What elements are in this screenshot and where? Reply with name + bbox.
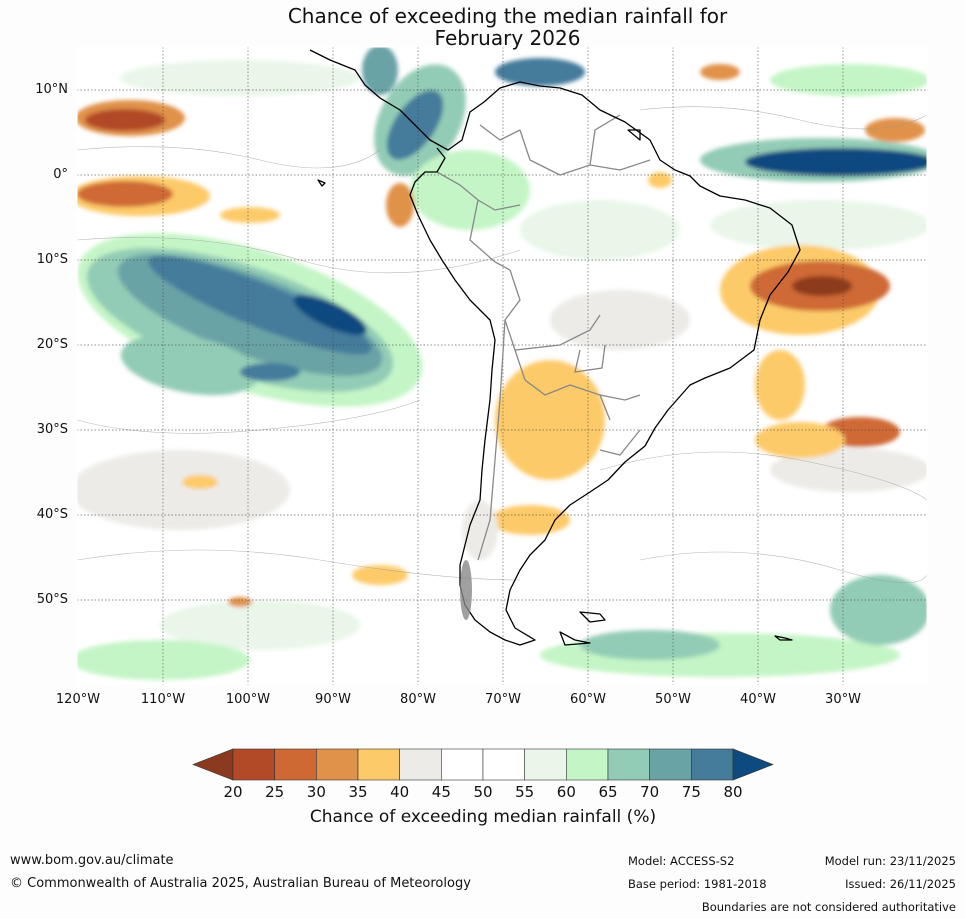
colorbar-bin: [566, 748, 609, 781]
lon-label-120w: 120°W: [55, 692, 101, 707]
colorbar-tick-label: 65: [598, 783, 618, 801]
colorbar-bin: [607, 748, 650, 781]
lon-label-70w: 70°W: [485, 692, 521, 707]
country-borders: [436, 114, 651, 561]
colorbar-tick-label: 55: [515, 783, 535, 801]
colorbar-bin: [441, 748, 484, 781]
model-run: Model run: 23/11/2025: [824, 854, 956, 868]
model-name: Model: ACCESS-S2: [628, 854, 735, 868]
map-title-line2: February 2026: [434, 26, 581, 50]
colorbar-bin: [357, 748, 400, 781]
colorbar-tick-label: 40: [390, 783, 410, 801]
colorbar-tick-label: 60: [556, 783, 576, 801]
colorbar-tick-label: 70: [640, 783, 660, 801]
lat-label-0: 0°: [53, 167, 68, 182]
colorbar-tick-label: 20: [223, 783, 243, 801]
lon-label-110w: 110°W: [140, 692, 186, 707]
colorbar-bin: [524, 748, 567, 781]
colorbar-bin: [399, 748, 442, 781]
colorbar-tick-label: 80: [723, 783, 743, 801]
lat-label-20s: 20°S: [36, 337, 68, 352]
lat-label-10s: 10°S: [36, 252, 68, 267]
chile-fjords: [460, 560, 472, 620]
lon-label-90w: 90°W: [315, 692, 351, 707]
colorbar-bin: [232, 748, 275, 781]
probability-shading: [77, 47, 927, 680]
lon-label-60w: 60°W: [570, 692, 606, 707]
colorbar-bin: [316, 748, 359, 781]
boundary-disclaimer: Boundaries are not considered authoritat…: [701, 900, 956, 914]
lat-label-40s: 40°S: [36, 507, 68, 522]
colorbar-tick-label: 30: [306, 783, 326, 801]
colorbar-tick-label: 75: [681, 783, 701, 801]
lon-label-50w: 50°W: [655, 692, 691, 707]
colorbar-bin: [482, 748, 525, 781]
coastline: [309, 49, 801, 646]
colorbar-tick-label: 25: [265, 783, 285, 801]
lat-label-10n: 10°N: [35, 82, 68, 97]
website-link[interactable]: www.bom.gov.au/climate: [10, 853, 174, 868]
lat-label-50s: 50°S: [36, 592, 68, 607]
lon-label-30w: 30°W: [825, 692, 861, 707]
colorbar-bin: [649, 748, 692, 781]
colorbar-tick-label: 45: [431, 783, 451, 801]
lon-label-40w: 40°W: [740, 692, 776, 707]
issued-date: Issued: 26/11/2025: [845, 877, 956, 891]
graticule: [77, 47, 927, 685]
lon-label-100w: 100°W: [225, 692, 271, 707]
colorbar-tick-label: 50: [473, 783, 493, 801]
map-title-line1: Chance of exceeding the median rainfall …: [287, 4, 728, 28]
colorbar: [192, 748, 774, 781]
copyright-text: © Commonwealth of Australia 2025, Austra…: [10, 876, 471, 891]
colorbar-bin: [274, 748, 317, 781]
lon-label-80w: 80°W: [400, 692, 436, 707]
lat-label-30s: 30°S: [36, 422, 68, 437]
base-period: Base period: 1981-2018: [628, 877, 767, 891]
colorbar-title: Chance of exceeding median rainfall (%): [309, 807, 657, 827]
colorbar-bin: [691, 748, 734, 781]
colorbar-tick-label: 35: [348, 783, 368, 801]
colorbar-arrow-high: [732, 748, 774, 781]
colorbar-arrow-low: [192, 748, 234, 781]
